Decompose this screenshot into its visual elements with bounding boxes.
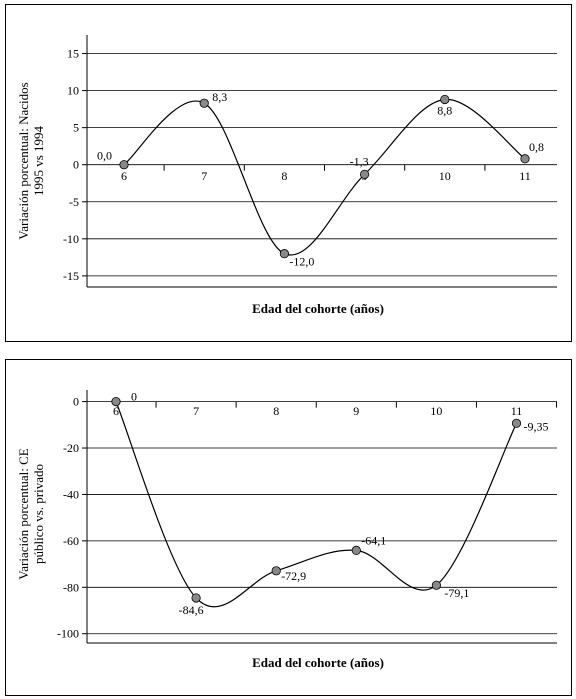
data-point bbox=[440, 94, 450, 105]
data-point bbox=[199, 98, 209, 108]
data-label: -72,9 bbox=[281, 569, 306, 583]
y-tick-label: -80 bbox=[63, 580, 79, 594]
x-tick-label: 9 bbox=[353, 404, 359, 418]
data-label: 0 bbox=[131, 390, 137, 404]
y-tick-label: -5 bbox=[69, 195, 79, 209]
data-point bbox=[111, 397, 121, 407]
x-tick-label: 7 bbox=[201, 169, 207, 183]
chart-ce: 0 -20 -40 -60 -80 -100 6 7 8 9 10 11 0 -84,6 -72,9 -64,… bbox=[16, 390, 558, 670]
x-tick-label: 8 bbox=[281, 169, 287, 183]
y-tick-label: 10 bbox=[67, 84, 79, 98]
x-tick-label: 6 bbox=[121, 169, 127, 183]
data-label: 8,3 bbox=[212, 90, 227, 104]
data-point bbox=[351, 545, 361, 555]
data-point bbox=[279, 249, 289, 259]
x-tick-label: 11 bbox=[511, 404, 523, 418]
x-axis-label: Edad del cohorte (años) bbox=[252, 655, 384, 670]
x-tick-label: 6 bbox=[113, 404, 119, 418]
data-point bbox=[431, 580, 441, 590]
data-point bbox=[511, 418, 522, 428]
x-tick-label: 10 bbox=[439, 169, 451, 183]
data-label: -84,6 bbox=[179, 603, 204, 617]
data-point bbox=[191, 593, 201, 603]
x-tick-label: 11 bbox=[519, 169, 531, 183]
data-point bbox=[119, 160, 129, 170]
y-tick-label: 15 bbox=[67, 47, 79, 61]
data-label: -64,1 bbox=[361, 533, 386, 547]
series-line bbox=[115, 401, 518, 608]
y-tick-label: 0 bbox=[73, 158, 79, 172]
y-tick-label: -100 bbox=[57, 627, 79, 641]
data-label: 8,8 bbox=[437, 103, 452, 117]
y-tick-label: -15 bbox=[63, 269, 79, 283]
data-label: 0,0 bbox=[97, 149, 112, 163]
y-tick-label: -20 bbox=[63, 441, 79, 455]
y-tick-label: -40 bbox=[63, 487, 79, 501]
y-axis-label: Variación porcentual: CEpúblico vs. priv… bbox=[16, 448, 46, 579]
data-point bbox=[520, 154, 530, 164]
x-tick-label: 8 bbox=[273, 404, 279, 418]
chart-nacidos: 151050-5-10-15678910110,08,3-12,0-1,38,8… bbox=[16, 35, 557, 316]
data-label: -9,35 bbox=[524, 419, 549, 433]
data-label: -12,0 bbox=[289, 255, 314, 269]
y-axis-label: Variación porcentual: Nacidos1995 vs 199… bbox=[16, 82, 46, 239]
data-label: -1,3 bbox=[350, 154, 369, 168]
series-line bbox=[123, 98, 526, 256]
y-tick-label: -10 bbox=[63, 232, 79, 246]
y-tick-label: 0 bbox=[73, 395, 79, 409]
data-label: 0,8 bbox=[529, 140, 544, 154]
data-point bbox=[359, 169, 370, 179]
x-tick-label: 10 bbox=[430, 404, 442, 418]
data-label: -79,1 bbox=[444, 586, 469, 600]
y-tick-label: -60 bbox=[63, 534, 79, 548]
chart-panel-ce: 0 -20 -40 -60 -80 -100 6 7 8 9 10 11 0 -84,6 -72,9 -64,… bbox=[5, 359, 572, 696]
chart-panel-nacidos: 151050-5-10-15678910110,08,3-12,0-1,38,8… bbox=[5, 4, 572, 342]
y-tick-label: 5 bbox=[73, 121, 79, 135]
data-point bbox=[271, 566, 281, 576]
x-tick-label: 7 bbox=[193, 404, 199, 418]
x-axis-label: Edad del cohorte (años) bbox=[252, 301, 384, 316]
